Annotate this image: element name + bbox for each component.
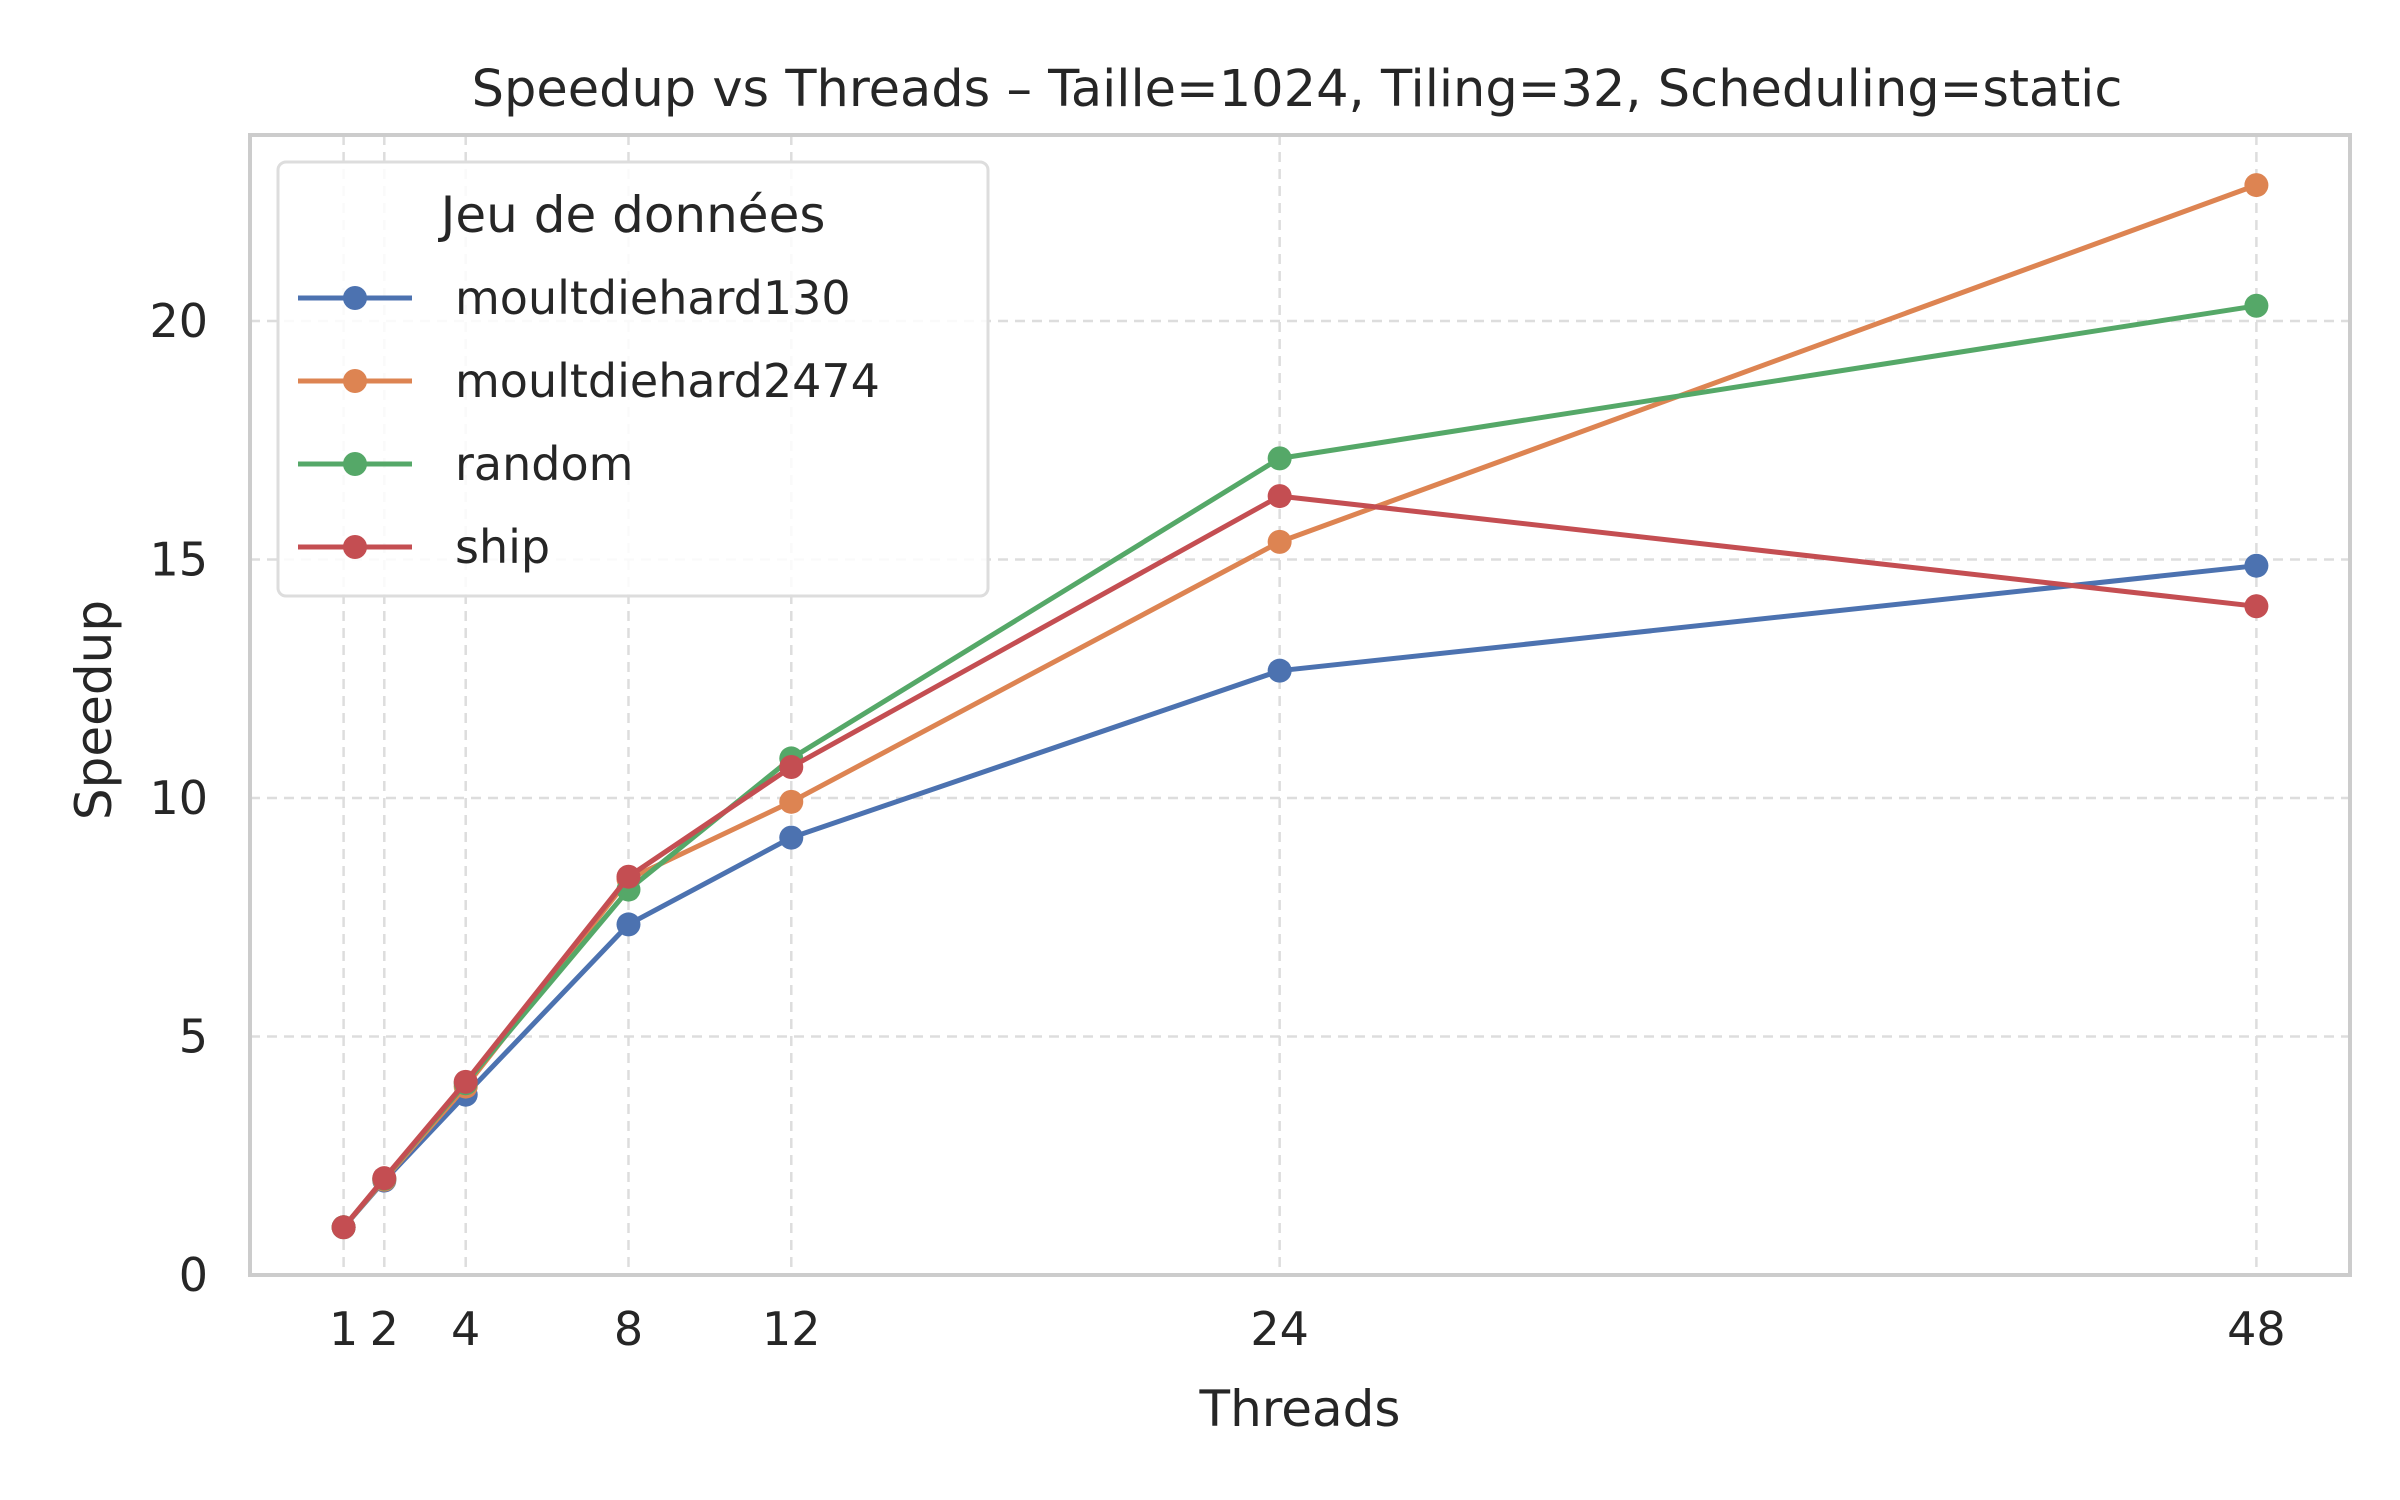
y-tick-label: 10 xyxy=(149,771,208,825)
legend-swatch-marker xyxy=(343,369,367,393)
data-point xyxy=(1267,484,1292,509)
legend-title: Jeu de données xyxy=(438,186,826,244)
x-tick-label: 12 xyxy=(762,1302,821,1356)
data-point xyxy=(331,1215,356,1240)
data-point xyxy=(453,1069,478,1094)
plot-frame xyxy=(248,133,2352,1277)
data-point xyxy=(616,864,641,889)
legend-label: random xyxy=(455,437,633,491)
y-tick-label: 15 xyxy=(149,533,208,587)
data-point xyxy=(372,1166,397,1191)
data-point xyxy=(779,755,804,780)
legend: Jeu de données moultdiehard130 moultdiehar… xyxy=(276,160,990,598)
chart-title: Speedup vs Threads – Taille=1024, Tiling… xyxy=(472,60,2123,119)
legend-swatch-marker xyxy=(343,452,367,476)
x-axis-label: Threads xyxy=(1199,1380,1401,1438)
data-point xyxy=(616,912,641,937)
data-point xyxy=(779,825,804,850)
legend-label: moultdiehard2474 xyxy=(455,354,880,408)
y-axis-label: Speedup xyxy=(65,600,123,820)
legend-swatch-marker xyxy=(343,286,367,310)
data-point xyxy=(2244,553,2269,578)
data-point xyxy=(2244,173,2269,198)
x-tick-label: 48 xyxy=(2227,1302,2286,1356)
x-tick-label: 1 xyxy=(329,1302,358,1356)
data-point xyxy=(1267,658,1292,683)
data-point xyxy=(1267,446,1292,471)
data-point xyxy=(2244,594,2269,619)
data-point xyxy=(779,789,804,814)
legend-label: ship xyxy=(455,520,550,574)
legend-label: moultdiehard130 xyxy=(455,271,851,325)
x-tick-label: 24 xyxy=(1250,1302,1309,1356)
data-point xyxy=(1267,529,1292,554)
y-tick-label: 0 xyxy=(179,1248,208,1302)
legend-box xyxy=(276,160,990,598)
data-point xyxy=(2244,293,2269,318)
series-layer xyxy=(331,173,2269,1240)
x-tick-label: 4 xyxy=(451,1302,480,1356)
x-tick-label: 2 xyxy=(370,1302,399,1356)
x-tick-label: 8 xyxy=(614,1302,643,1356)
legend-swatch-marker xyxy=(343,535,367,559)
series-line xyxy=(341,493,2257,1229)
y-tick-label: 5 xyxy=(179,1010,208,1064)
y-tick-label: 20 xyxy=(149,294,208,348)
